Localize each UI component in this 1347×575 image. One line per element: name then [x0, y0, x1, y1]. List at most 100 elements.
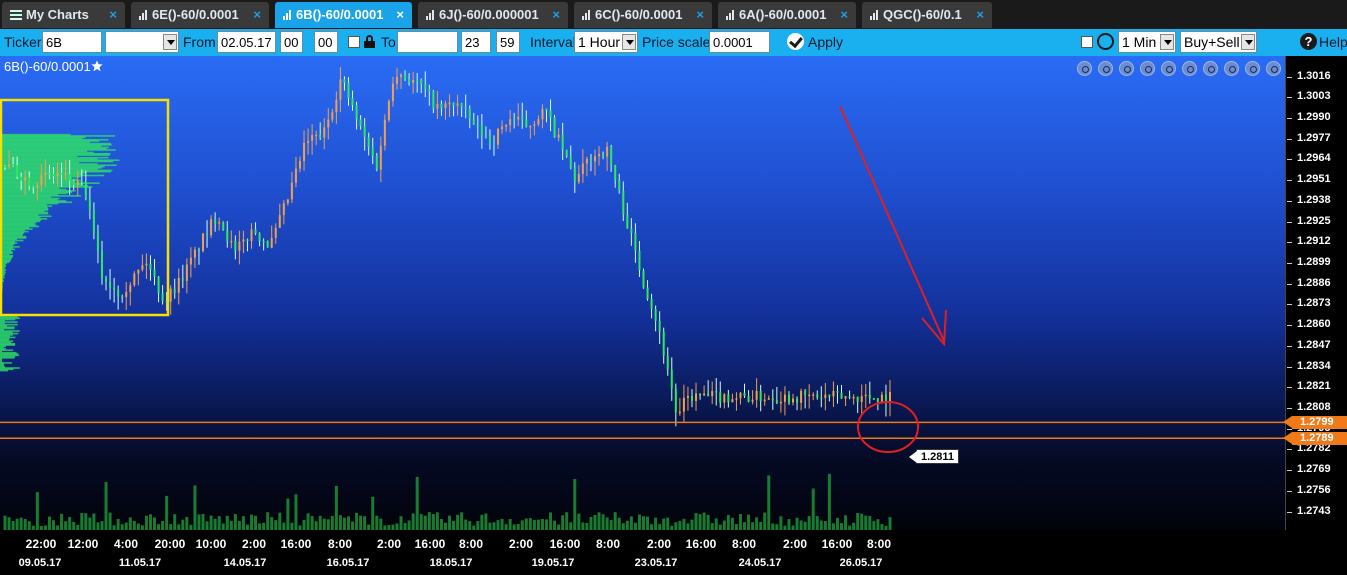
candle-body — [153, 269, 156, 277]
side-select[interactable]: Buy+Sell — [1180, 31, 1257, 53]
highlight-circle[interactable] — [857, 401, 919, 453]
candle-body — [618, 179, 621, 191]
x-date-label: 14.05.17 — [223, 557, 267, 569]
price-axis[interactable]: 1.3016 1.3003 1.2990 1.2977 1.2964 1.2951 1.29… — [1283, 56, 1347, 530]
highlight-box[interactable] — [0, 98, 170, 317]
close-icon[interactable]: × — [396, 7, 404, 22]
interval-select[interactable]: 1 Hour — [574, 31, 638, 53]
draw-icon[interactable] — [1182, 61, 1197, 76]
y-tick-mark — [1287, 76, 1292, 78]
volume-profile-bar — [0, 158, 98, 160]
close-icon[interactable]: × — [109, 7, 117, 22]
candle-body — [56, 173, 59, 177]
volume-profile-bar — [0, 249, 12, 252]
volume-bar — [355, 512, 359, 530]
volume-bar — [217, 516, 221, 530]
candle-body — [278, 215, 281, 228]
volume-profile-bar — [0, 230, 29, 233]
settings-icon[interactable] — [1224, 61, 1239, 76]
ticker-input[interactable] — [42, 31, 102, 53]
to-minute-input[interactable] — [496, 31, 520, 53]
from-date-input[interactable] — [217, 31, 276, 53]
to-hour-input[interactable] — [461, 31, 491, 53]
volume-profile-bar — [0, 270, 5, 272]
timeframe-select[interactable]: 1 Min — [1118, 31, 1176, 53]
candle-body — [650, 298, 653, 310]
volume-bar — [294, 494, 298, 530]
volume-bar — [443, 522, 447, 530]
candle-body — [488, 135, 491, 144]
lock-checkbox[interactable] — [348, 36, 360, 48]
volume-bar — [840, 523, 844, 530]
volume-bar — [181, 519, 185, 530]
ticker-select[interactable] — [105, 31, 179, 53]
close-icon[interactable]: × — [840, 7, 848, 22]
grid-icon[interactable] — [1161, 61, 1176, 76]
to-date-input[interactable] — [397, 31, 458, 53]
bar-chart-icon — [426, 10, 436, 20]
help-icon[interactable]: ? — [1300, 33, 1317, 50]
volume-bar — [108, 512, 112, 530]
tab-6c[interactable]: 6C()-60/0.0001 × — [574, 2, 712, 28]
x-date-label: 09.05.17 — [18, 557, 62, 569]
tab-6a[interactable]: 6A()-60/0.0001 × — [718, 2, 856, 28]
zoom-in-icon[interactable] — [1077, 61, 1092, 76]
zoom-reset-icon[interactable] — [1119, 61, 1134, 76]
expand-icon[interactable] — [1245, 61, 1260, 76]
candle-body — [105, 278, 108, 282]
volume-profile-bar — [0, 320, 5, 322]
volume-profile-bar — [0, 260, 11, 262]
apply-icon[interactable] — [787, 33, 804, 50]
auto-refresh-checkbox[interactable] — [1081, 36, 1093, 48]
help-link[interactable]: Help — [1319, 34, 1347, 50]
from-minute-input[interactable] — [314, 31, 338, 53]
candle-body — [792, 398, 795, 403]
zoom-out-icon[interactable] — [1098, 61, 1113, 76]
candle-body — [141, 265, 144, 270]
candle-body — [711, 391, 714, 397]
candle-body — [343, 79, 346, 83]
apply-button[interactable]: Apply — [808, 34, 844, 50]
y-tick-label: 1.2964 — [1297, 152, 1331, 165]
zoom-fit-icon[interactable] — [1140, 61, 1155, 76]
volume-profile-bar — [0, 137, 83, 140]
close-icon[interactable]: × — [696, 7, 704, 22]
volume-profile-bar — [0, 321, 18, 323]
close-icon[interactable] — [1266, 61, 1281, 76]
volume-bar — [815, 516, 819, 530]
close-icon[interactable]: × — [976, 7, 984, 22]
refresh-icon[interactable] — [1097, 33, 1114, 50]
volume-profile-bar — [0, 195, 82, 197]
close-icon[interactable]: × — [253, 7, 261, 22]
volume-bar — [690, 519, 694, 530]
candle-body — [202, 233, 205, 252]
from-hour-input[interactable] — [280, 31, 303, 53]
lock-icon[interactable] — [364, 35, 375, 48]
price-chart[interactable]: 6B()-60/0.0001 1.2811 — [0, 56, 1285, 530]
candle-body — [270, 237, 273, 248]
volume-bar — [120, 524, 124, 530]
candle-body — [315, 134, 318, 137]
tab-my-charts[interactable]: My Charts × — [2, 2, 125, 28]
candle-body — [876, 398, 879, 402]
candle-body — [157, 276, 160, 294]
close-icon[interactable]: × — [552, 7, 560, 22]
tab-6j[interactable]: 6J()-60/0.000001 × — [418, 2, 568, 28]
volume-bar — [278, 512, 282, 530]
volume-bar — [504, 524, 508, 530]
refresh-icon[interactable] — [1203, 61, 1218, 76]
volume-profile-bar — [0, 349, 14, 351]
tab-6b[interactable]: 6B()-60/0.0001 × — [275, 2, 412, 28]
trend-arrow[interactable] — [839, 105, 945, 342]
price-scale-input[interactable] — [709, 31, 770, 53]
candle-body — [549, 110, 552, 118]
star-icon[interactable] — [91, 60, 103, 72]
volume-bar — [629, 516, 633, 530]
chart-title: 6B()-60/0.0001 — [4, 59, 103, 74]
time-axis[interactable]: 22:00 12:00 4:00 20:00 10:00 2:00 16:00 8:00 2:0… — [0, 530, 1347, 575]
volume-bar — [686, 523, 690, 530]
volume-bar — [403, 523, 407, 530]
tab-qgc[interactable]: QGC()-60/0.1 × — [862, 2, 992, 28]
tab-6e[interactable]: 6E()-60/0.0001 × — [131, 2, 269, 28]
volume-bar — [678, 520, 682, 530]
